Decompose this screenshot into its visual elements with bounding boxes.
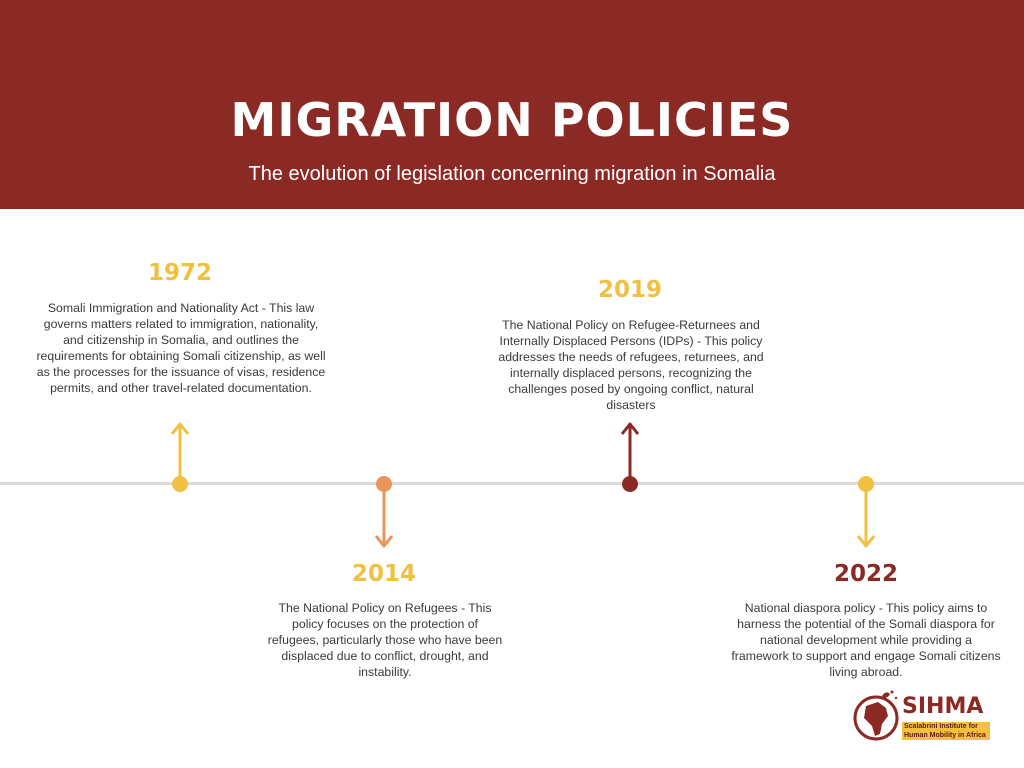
year-2014: 2014 — [351, 561, 416, 587]
year-2019: 2019 — [597, 277, 662, 303]
timeline-line — [0, 482, 1024, 485]
africa-globe-icon — [853, 690, 899, 741]
page-title: MIGRATION POLICIES — [230, 93, 794, 147]
logo-wordmark: SIHMA — [902, 694, 984, 719]
marker-2019 — [620, 422, 640, 492]
marker-1972 — [170, 422, 190, 492]
year-1972: 1972 — [147, 260, 212, 286]
year-2022: 2022 — [833, 561, 898, 587]
event-description-2019: The National Policy on Refugee-Returnees… — [498, 318, 764, 412]
event-description-2014: The National Policy on Refugees - This p… — [267, 601, 503, 679]
event-description-2022: National diaspora policy - This policy a… — [731, 601, 1001, 679]
header-banner: MIGRATION POLICIES The evolution of legi… — [0, 0, 1024, 209]
page-subtitle: The evolution of legislation concerning … — [248, 163, 776, 185]
marker-2022 — [856, 476, 876, 548]
sihma-logo: SIHMA Scalabrini Institute for Human Mob… — [852, 686, 994, 746]
marker-2014 — [374, 476, 394, 548]
logo-tagline: Scalabrini Institute for Human Mobility … — [902, 722, 990, 740]
event-description-1972: Somali Immigration and Nationality Act -… — [36, 301, 326, 395]
